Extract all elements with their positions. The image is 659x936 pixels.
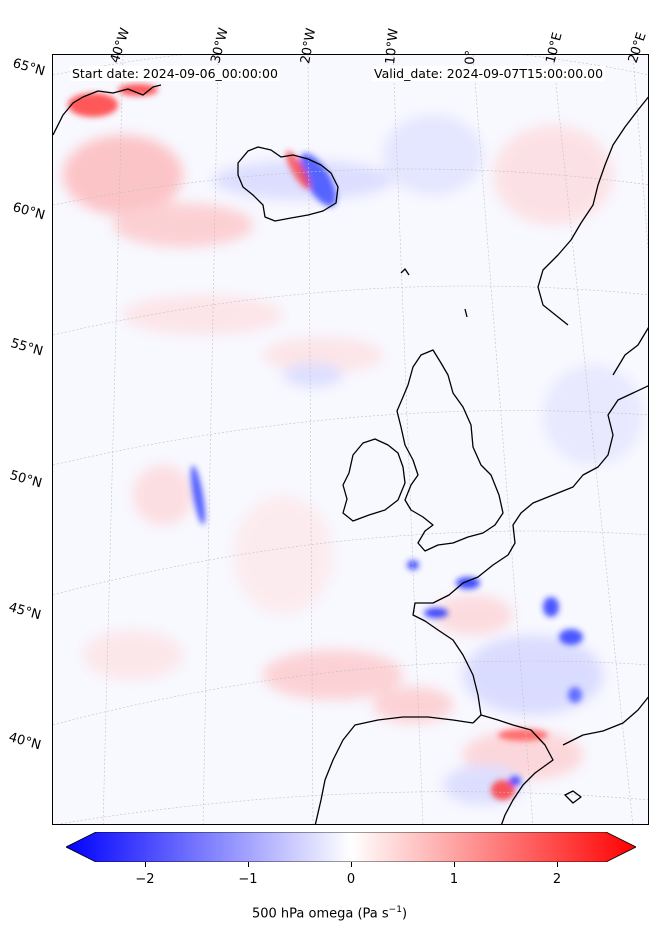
colorbar-title: 500 hPa omega (Pa s−1) — [0, 905, 659, 921]
colorbar-tick-label: 1 — [449, 872, 459, 887]
colorbar-title-exponent: −1 — [388, 905, 402, 915]
colorbar-tick-mark — [248, 862, 249, 867]
colorbar-tick-mark — [145, 862, 146, 867]
lat-label-40n: 40°N — [6, 730, 43, 754]
colorbar-tick-label: −1 — [238, 872, 258, 887]
colorbar-title-close: ) — [401, 906, 408, 922]
iberia-coast — [314, 716, 474, 824]
greenland-coast — [53, 84, 162, 136]
start-date-label: Start date: 2024-09-06_00:00:00 — [70, 66, 280, 81]
great-britain-coast — [396, 349, 504, 552]
colorbar-tick-label: 2 — [552, 872, 562, 887]
colorbar-gradient — [65, 831, 637, 863]
norway-coast — [537, 96, 648, 326]
graticule — [53, 55, 648, 824]
mediterranean-coast — [480, 714, 554, 824]
colorbar-tick-label: −2 — [135, 872, 155, 887]
colorbar-tick-mark — [557, 862, 558, 867]
lon-label-0: 0° — [463, 49, 479, 65]
lat-label-65n: 65°N — [10, 56, 47, 80]
map-panel — [52, 54, 649, 825]
coastlines — [53, 84, 648, 824]
colorbar-tick-label: 0 — [346, 872, 356, 887]
colorbar-tick-mark — [454, 862, 455, 867]
ireland-coast — [342, 438, 406, 522]
iceland-coast — [237, 146, 339, 222]
colorbar — [65, 831, 637, 863]
valid-date-label: Valid_date: 2024-09-07T15:00:00.00 — [372, 66, 606, 81]
colorbar-tick-mark — [351, 862, 352, 867]
lat-label-50n: 50°N — [7, 468, 44, 492]
lat-label-60n: 60°N — [10, 200, 47, 224]
lat-label-45n: 45°N — [6, 600, 43, 624]
lat-label-55n: 55°N — [8, 336, 45, 360]
continental-coast — [412, 385, 648, 724]
colorbar-title-text: 500 hPa omega (Pa s — [251, 906, 389, 922]
omega-field-map — [53, 55, 648, 824]
